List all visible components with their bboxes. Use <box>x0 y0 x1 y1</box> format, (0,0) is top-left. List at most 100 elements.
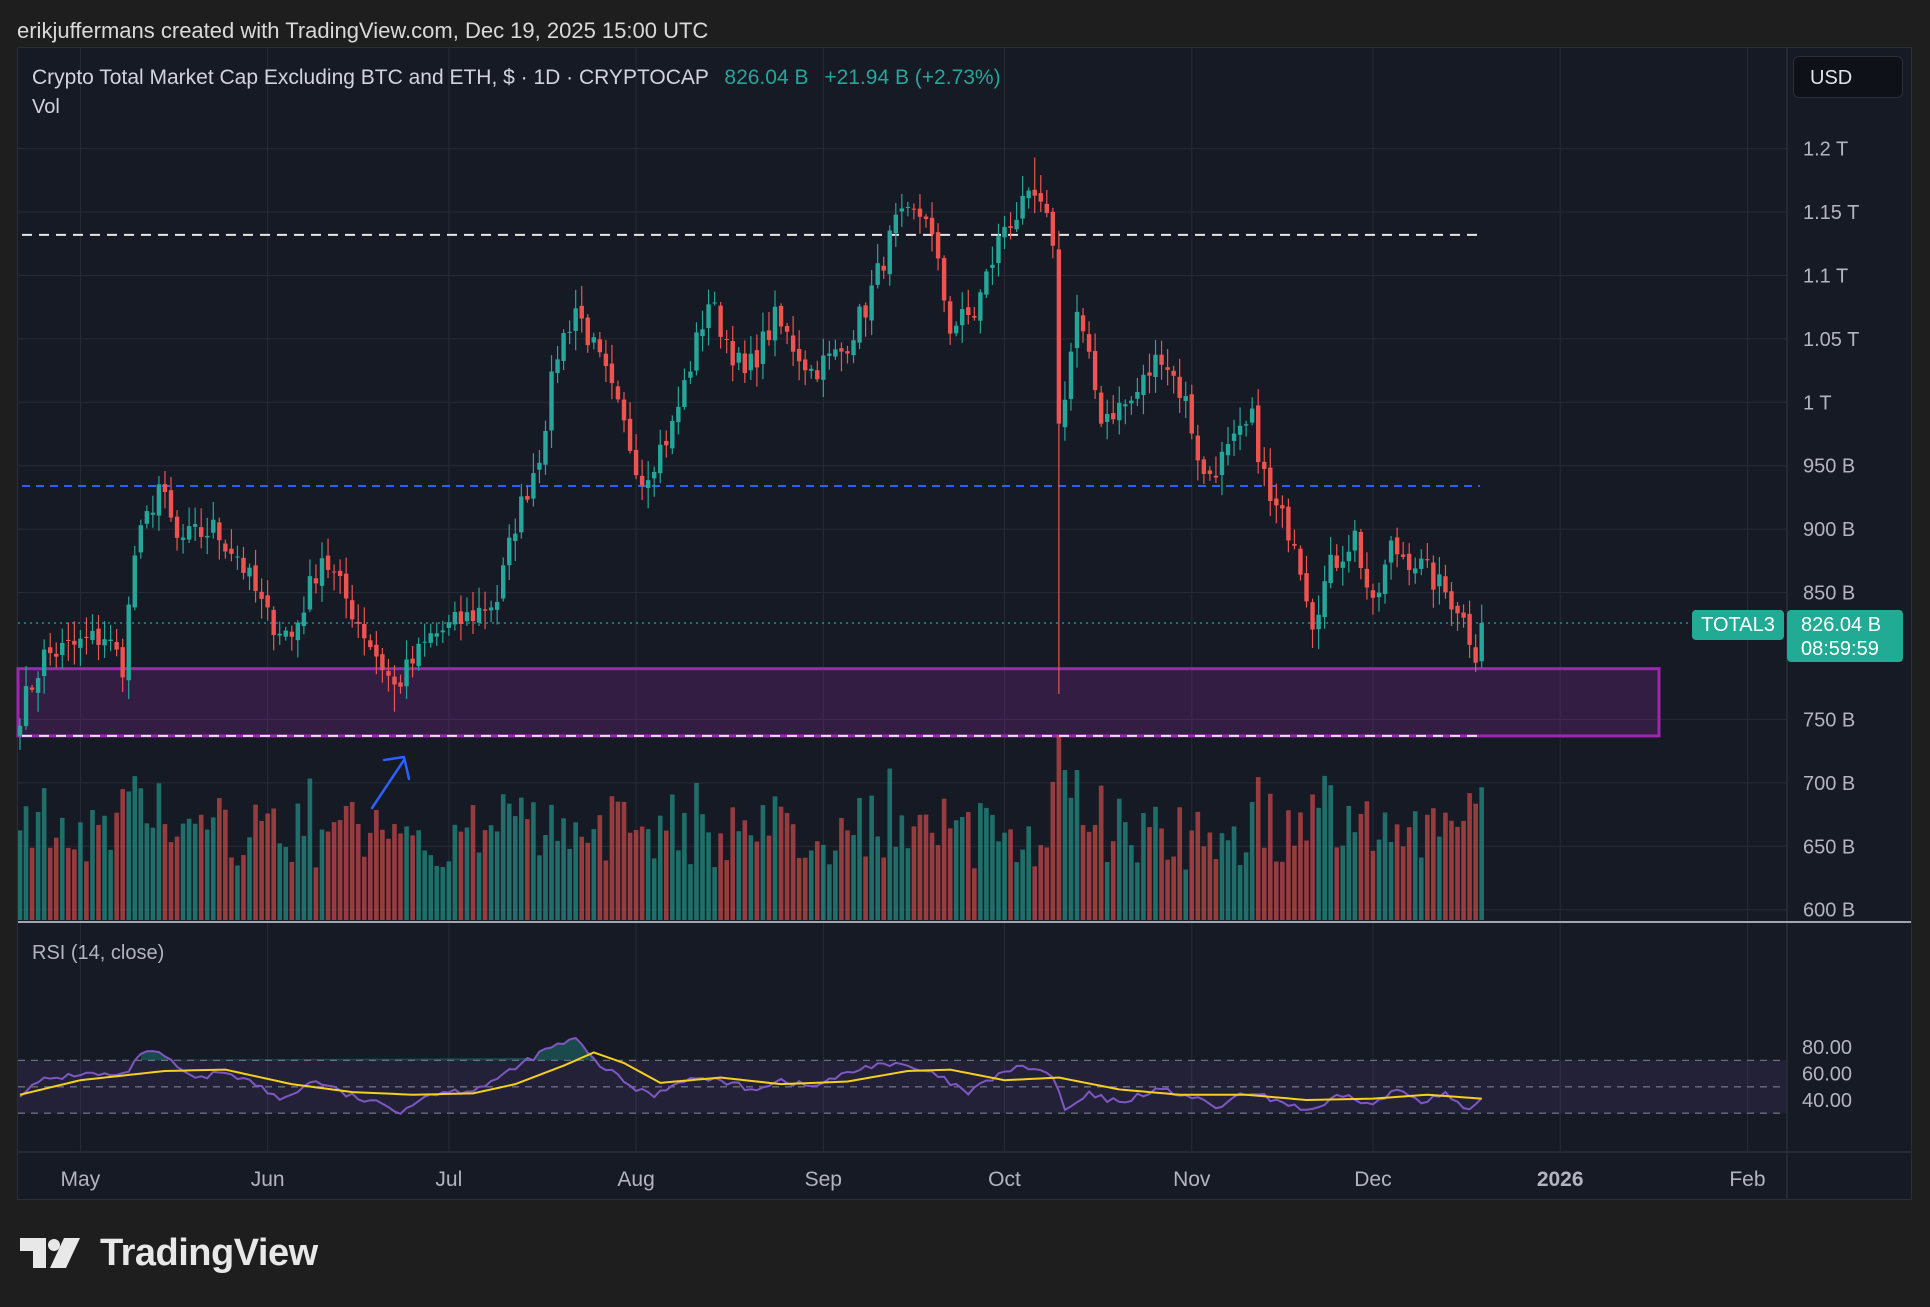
candle-body <box>1080 315 1086 332</box>
volume-bar <box>192 823 198 920</box>
candle-body <box>603 353 609 367</box>
volume-bar <box>1425 814 1430 920</box>
candle-body <box>718 305 723 337</box>
candle-body <box>54 653 59 657</box>
candle-body <box>664 441 669 446</box>
volume-bar <box>923 814 929 920</box>
candle-body <box>1129 400 1134 404</box>
candle-body <box>1044 203 1049 214</box>
y-tick-label: 750 B <box>1803 709 1855 731</box>
rsi-tick-label: 80.00 <box>1802 1037 1852 1059</box>
candle-body <box>1407 553 1412 570</box>
volume-bar <box>814 841 820 920</box>
volume-bar <box>561 818 566 920</box>
candle-body <box>410 658 415 664</box>
volume-bar <box>627 832 633 920</box>
candle-body <box>676 406 681 423</box>
last-price-value: 826.04 B <box>1801 614 1882 636</box>
volume-bar <box>935 845 941 920</box>
volume-bar <box>893 846 899 920</box>
volume-bar <box>543 834 548 920</box>
volume-bar <box>790 824 796 920</box>
volume-bar <box>488 825 494 920</box>
volume-bar <box>1104 862 1110 920</box>
volume-bar <box>66 847 71 920</box>
candle-body <box>1473 647 1478 663</box>
candle-body <box>1400 554 1406 557</box>
candle-body <box>1419 558 1424 569</box>
candle-body <box>404 659 409 687</box>
candle-body <box>766 330 772 340</box>
volume-bar <box>1171 856 1176 920</box>
candle-body <box>754 350 760 368</box>
candle-body <box>609 363 615 384</box>
volume-bar <box>506 803 512 920</box>
x-tick-label: Dec <box>1354 1168 1391 1191</box>
volume-bar <box>537 855 542 920</box>
legend-change: +21.94 B (+2.73%) <box>824 66 1001 89</box>
candle-body <box>748 353 754 371</box>
tradingview-logo[interactable]: TradingView <box>20 1230 318 1276</box>
volume-bar <box>621 801 627 920</box>
volume-bar <box>1292 845 1297 920</box>
volume-bar <box>90 810 95 920</box>
y-tick-label: 1.1 T <box>1803 265 1848 287</box>
volume-bar <box>700 814 705 920</box>
volume-bar <box>1123 822 1128 920</box>
candle-body <box>1268 467 1273 501</box>
rsi-tick-label: 60.00 <box>1802 1064 1852 1086</box>
volume-bar <box>217 798 222 920</box>
candle-body <box>682 380 687 407</box>
candle-body <box>881 265 886 271</box>
candle-body <box>343 573 349 599</box>
candle-body <box>78 638 83 648</box>
volume-bar <box>1002 832 1007 920</box>
volume-bar <box>905 848 911 920</box>
volume-bar <box>434 865 440 920</box>
volume-bar <box>1340 845 1346 920</box>
volume-bar <box>555 840 560 920</box>
last-price-tag: 826.04 B 08:59:59 <box>1787 610 1903 662</box>
volume-bar <box>482 830 488 920</box>
currency-button[interactable]: USD <box>1793 56 1903 98</box>
rsi-bands <box>18 1059 1786 1114</box>
volume-bar <box>1267 793 1273 920</box>
candle-body <box>796 348 802 362</box>
volume-bar <box>1479 787 1484 920</box>
candle-body <box>1286 506 1291 541</box>
candle-body <box>283 630 288 637</box>
candle-body <box>929 217 935 235</box>
volume-bar <box>597 815 603 920</box>
volume-bar <box>1370 850 1376 920</box>
volume-bar <box>168 842 174 920</box>
volume-bar <box>827 864 832 920</box>
volume-bar <box>1062 770 1068 920</box>
candle-body <box>1382 564 1388 594</box>
candle-body <box>772 306 778 341</box>
candle-body <box>1237 425 1243 435</box>
volume-bar <box>1177 807 1182 920</box>
candle-body <box>48 647 53 654</box>
candle-body <box>591 337 596 343</box>
y-tick-label: 1.15 T <box>1803 202 1859 224</box>
candle-body <box>899 208 905 212</box>
volume-bar <box>863 856 868 920</box>
candle-body <box>1026 190 1031 199</box>
candle-body <box>368 640 373 648</box>
candle-body <box>821 355 826 380</box>
candle-body <box>41 649 47 677</box>
volume-bar <box>404 826 409 920</box>
candle-body <box>494 601 500 610</box>
candle-body <box>428 633 433 643</box>
candle-body <box>337 570 343 576</box>
volume-bar <box>567 848 572 920</box>
volume-bar <box>851 835 856 920</box>
candle-body <box>639 475 645 486</box>
volume-bar <box>808 850 814 920</box>
candle-body <box>186 526 192 540</box>
volume-bar <box>349 801 355 920</box>
x-tick-label: Nov <box>1173 1168 1211 1191</box>
candle-body <box>1074 311 1080 349</box>
volume-bar <box>416 830 421 920</box>
